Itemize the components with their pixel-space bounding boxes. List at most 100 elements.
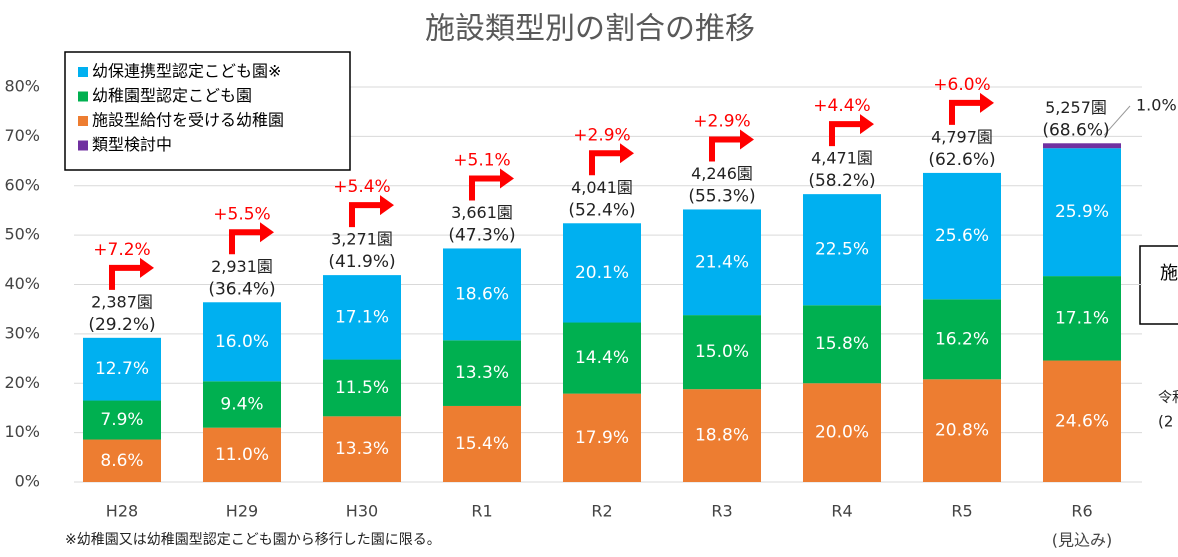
increase-label: +4.4% [813,96,870,116]
data-label: 18.6% [455,284,509,304]
side-note: (2 [1158,413,1173,431]
chart-title: 施設類型別の割合の推移 [425,12,755,47]
data-label: 16.0% [215,332,269,352]
increase-label: +6.0% [933,75,990,95]
increase-arrow-head [140,257,154,278]
bar-segment [1043,148,1121,277]
data-label: 25.9% [1055,202,1109,222]
increase-arrow [949,99,982,125]
data-label: 17.1% [1055,308,1109,328]
bar-segment [323,275,401,360]
bar-segment [683,209,761,316]
share-label: (41.9%) [328,252,395,272]
data-label: 22.5% [815,240,869,260]
share-label: (36.4%) [208,279,275,299]
increase-arrow-head [860,114,874,135]
increase-arrow-head [380,195,394,216]
legend-swatch [78,140,88,151]
data-label: 17.1% [335,307,389,327]
x-tick-label: R4 [831,502,852,521]
data-label: 14.4% [575,348,629,368]
data-label: 15.0% [695,342,749,362]
data-label: 8.6% [100,451,143,471]
bar-segment [563,322,641,394]
data-label: 20.1% [575,263,629,283]
increase-arrow-head [980,92,994,113]
increase-arrow [829,121,862,147]
bar-segment [83,400,161,440]
increase-label: +5.5% [213,204,270,224]
increase-label: +5.1% [453,150,510,170]
increase-label: +5.4% [333,177,390,197]
data-label: 20.8% [935,421,989,441]
bar-segment [83,337,161,401]
increase-arrow-head [500,168,514,189]
increase-arrow-head [620,143,634,164]
category-note: (見込み) [1052,531,1113,550]
data-label: 9.4% [220,394,263,414]
count-label: 4,041園 [571,178,633,197]
data-label: 24.6% [1055,411,1109,431]
x-tick-label: H28 [106,502,138,521]
increase-arrow [469,175,502,201]
bar-segment [443,248,521,341]
increase-arrow [229,229,262,255]
data-label: 13.3% [455,363,509,383]
data-label: 11.5% [335,378,389,398]
data-label: 25.6% [935,226,989,246]
count-label: 3,271園 [331,230,393,249]
share-label: (55.3%) [688,186,755,206]
increase-arrow [109,264,142,290]
count-label: 5,257園 [1045,98,1107,117]
bar-segment [923,172,1001,300]
increase-label: +7.2% [93,240,150,260]
x-tick-label: H29 [226,502,258,521]
share-label: (62.6%) [928,150,995,170]
count-label: 3,661園 [451,203,513,222]
increase-arrow [589,150,622,176]
data-label: 13.3% [335,439,389,459]
leader-line [1103,105,1131,136]
side-box-text: 施 [1160,263,1178,284]
y-tick-label: 50% [4,225,40,244]
legend-label: 幼保連携型認定こども園※ [92,62,281,81]
count-label: 2,931園 [211,257,273,276]
footnote: ※幼稚園又は幼稚園型認定こども園から移行した園に限る。 [65,532,441,548]
bar-segment [683,389,761,482]
increase-arrow-head [740,129,754,150]
legend-box [64,51,351,171]
increase-arrow [709,136,742,162]
bar-segment [203,427,281,482]
bar-segment [83,439,161,482]
share-label: (29.2%) [88,315,155,335]
y-tick-label: 10% [4,422,40,441]
x-tick-label: H30 [346,502,378,521]
data-label: 12.7% [95,359,149,379]
data-label: 11.0% [215,445,269,465]
count-label: 4,797園 [931,127,993,146]
bar-segment [443,405,521,482]
y-tick-label: 70% [4,126,40,145]
legend-swatch [78,91,88,102]
data-label: 7.9% [100,410,143,430]
data-label: 1.0% [1136,96,1177,115]
count-label: 4,246園 [691,164,753,183]
bar-segment [923,379,1001,482]
y-tick-label: 80% [4,77,40,96]
data-label: 16.2% [935,329,989,349]
share-label: (58.2%) [808,171,875,191]
legend-label: 幼稚園型認定こども園 [92,86,252,105]
data-label: 18.8% [695,426,749,446]
bar-segment [1043,360,1121,482]
x-tick-label: R2 [591,502,612,521]
data-label: 15.4% [455,434,509,454]
x-tick-label: R6 [1071,502,1092,521]
legend-label: 施設型給付を受ける幼稚園 [92,111,284,130]
bar-segment [1043,143,1121,149]
bar-segment [803,194,881,306]
bar-segment [563,393,641,482]
data-label: 20.0% [815,423,869,443]
share-label: (52.4%) [568,200,635,220]
side-box [1139,245,1178,325]
